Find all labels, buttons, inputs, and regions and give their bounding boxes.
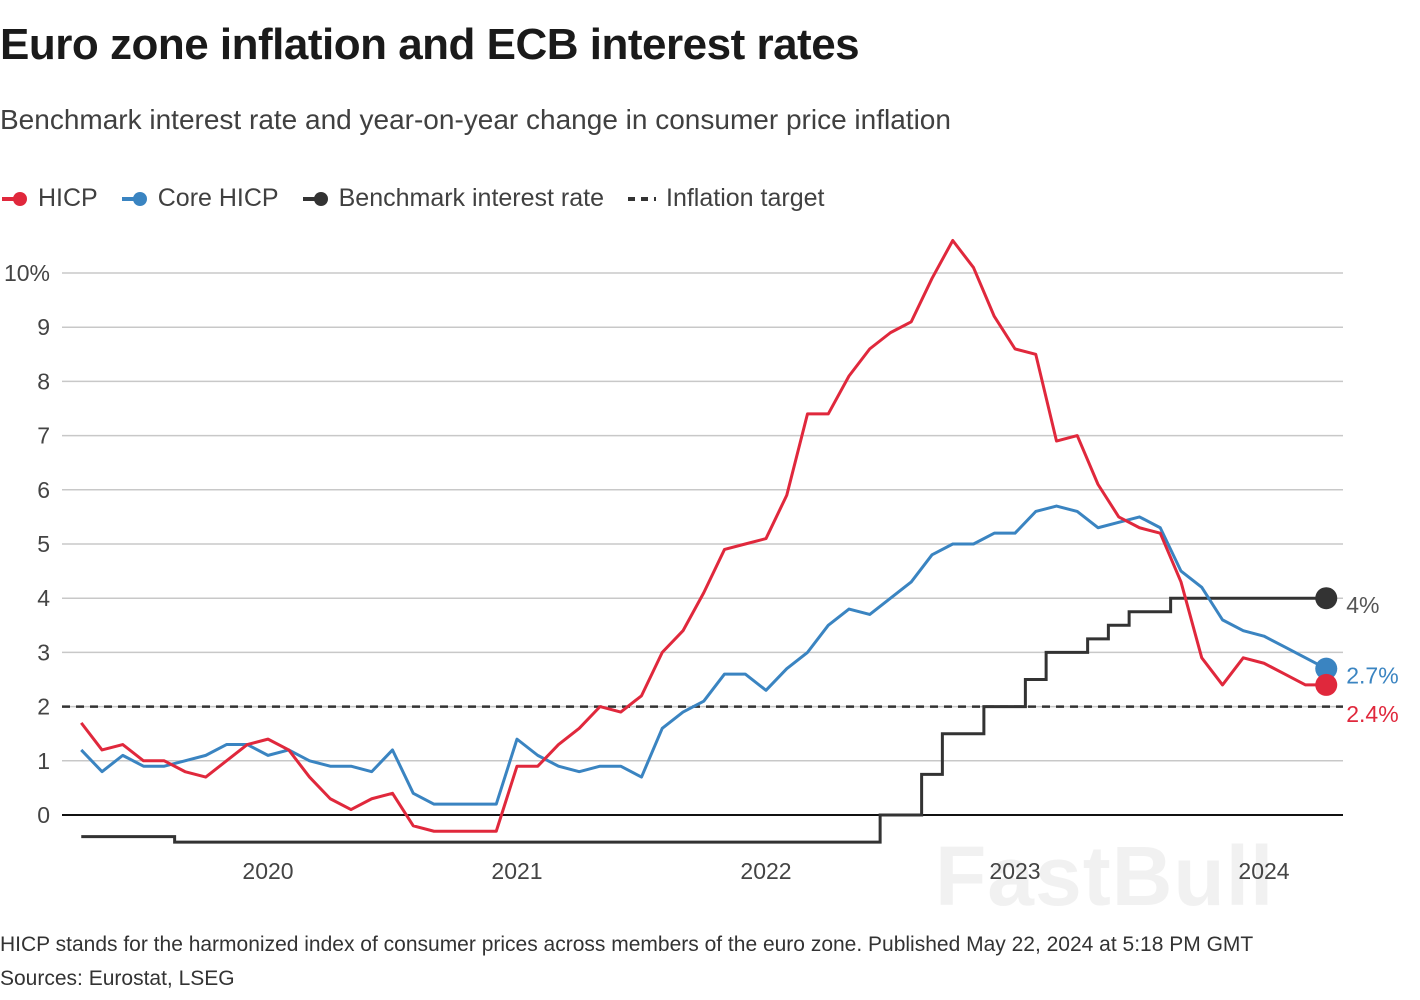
y-tick-label: 10% (4, 260, 50, 286)
interest-rate-end-label: 4% (1346, 592, 1379, 618)
legend-item-core-hicp: Core HICP (120, 184, 279, 213)
interest-rate-end-dot (1315, 587, 1338, 610)
legend-label-hicp: HICP (38, 184, 98, 212)
x-tick-label: 2023 (989, 858, 1040, 884)
y-tick-label: 8 (37, 368, 50, 394)
y-tick-label: 9 (37, 314, 50, 340)
watermark-logo: FastBull (935, 829, 1275, 923)
legend-label-core-hicp: Core HICP (157, 184, 279, 212)
legend-label-inflation-target: Inflation target (666, 184, 825, 212)
x-tick-label: 2024 (1238, 858, 1289, 884)
hicp-line (80, 238, 1327, 833)
chart-subtitle: Benchmark interest rate and year-on-year… (0, 104, 951, 135)
hicp-end-label: 2.4% (1346, 701, 1398, 727)
legend: HICP Core HICP Benchmark interest rate I… (0, 184, 846, 213)
legend-item-interest-rate: Benchmark interest rate (301, 184, 604, 213)
legend-item-hicp: HICP (0, 184, 98, 213)
y-tick-label: 2 (37, 694, 50, 720)
interest-rate-legend-icon (302, 191, 328, 206)
interest-rate-line (81, 596, 1327, 844)
core-hicp-legend-icon (121, 191, 147, 206)
y-tick-label: 5 (37, 531, 50, 557)
x-tick-label: 2020 (242, 858, 293, 884)
chart-title: Euro zone inflation and ECB interest rat… (0, 20, 860, 69)
y-tick-label: 1 (37, 748, 50, 774)
y-tick-label: 4 (37, 585, 50, 611)
hicp-legend-icon (2, 191, 27, 206)
x-tick-label: 2022 (740, 858, 791, 884)
inflation-target-legend-icon (628, 196, 657, 201)
legend-label-interest-rate: Benchmark interest rate (338, 184, 605, 212)
x-tick-label: 2021 (491, 858, 542, 884)
footer-note: HICP stands for the harmonized index of … (0, 933, 1254, 956)
core-hicp-end-dot (1315, 657, 1338, 680)
legend-item-inflation-target: Inflation target (626, 184, 824, 213)
hicp-end-dot (1315, 673, 1338, 696)
y-tick-label: 7 (37, 423, 50, 449)
core-hicp-line (80, 504, 1327, 806)
y-tick-label: 3 (37, 639, 50, 665)
y-tick-label: 0 (37, 802, 50, 828)
y-tick-label: 6 (37, 477, 50, 503)
footer-sources: Sources: Eurostat, LSEG (0, 967, 235, 990)
core-hicp-end-label: 2.7% (1346, 663, 1398, 689)
